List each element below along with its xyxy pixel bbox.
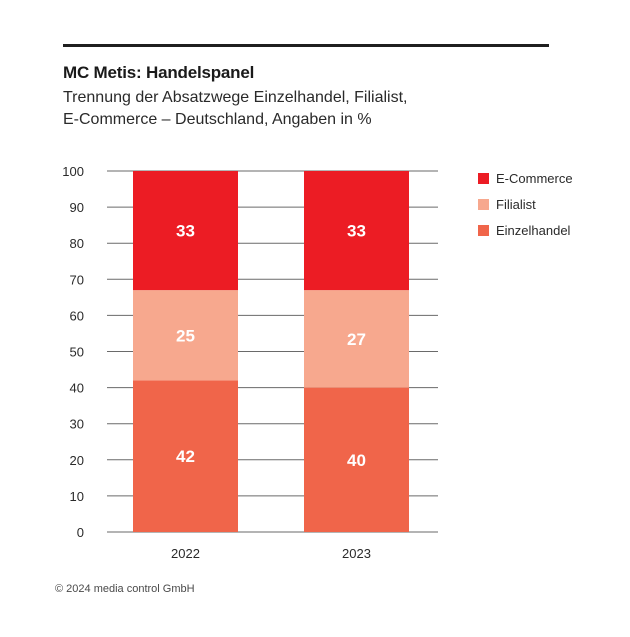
y-tick-label: 40 [70, 381, 84, 396]
y-tick-label: 90 [70, 200, 84, 215]
legend-label: Filialist [496, 197, 536, 212]
y-tick-label: 60 [70, 308, 84, 323]
legend-item: Einzelhandel [478, 222, 573, 239]
legend-swatch [478, 173, 489, 184]
legend: E-Commerce Filialist Einzelhandel [478, 170, 573, 248]
y-tick-label: 10 [70, 489, 84, 504]
top-rule [63, 44, 549, 47]
x-tick-label: 2022 [171, 546, 200, 561]
legend-label: Einzelhandel [496, 223, 571, 238]
data-label: 25 [176, 326, 195, 345]
y-tick-label: 30 [70, 417, 84, 432]
bar-segment-e-commerce-2022 [133, 171, 238, 291]
data-label: 40 [347, 451, 366, 470]
legend-item: E-Commerce [478, 170, 573, 187]
copyright-footer: © 2024 media control GmbH [55, 583, 195, 595]
y-tick-label: 50 [70, 345, 84, 360]
chart-subtitle: Trennung der Absatzwege Einzelhandel, Fi… [63, 87, 563, 131]
legend-label: E-Commerce [496, 171, 573, 186]
legend-swatch [478, 225, 489, 236]
legend-item: Filialist [478, 196, 573, 213]
y-tick-label: 100 [62, 164, 84, 179]
legend-swatch [478, 199, 489, 210]
bar-segment-einzelhandel-2023 [304, 387, 409, 532]
bar-segment-filialist-2022 [133, 290, 238, 381]
bar-segment-filialist-2023 [304, 290, 409, 388]
data-label: 42 [176, 447, 195, 466]
chart-title: MC Metis: Handelspanel [63, 63, 255, 82]
y-tick-label: 20 [70, 453, 84, 468]
x-tick-label: 2023 [342, 546, 371, 561]
bar-segment-e-commerce-2023 [304, 171, 409, 291]
subtitle-line-1: Trennung der Absatzwege Einzelhandel, Fi… [63, 89, 408, 106]
y-tick-label: 80 [70, 236, 84, 251]
data-label: 27 [347, 330, 366, 349]
data-label: 33 [176, 222, 195, 241]
y-tick-label: 70 [70, 272, 84, 287]
y-tick-label: 0 [77, 525, 84, 540]
subtitle-line-2: E-Commerce – Deutschland, Angaben in % [63, 111, 372, 128]
data-label: 33 [347, 222, 366, 241]
bar-segment-einzelhandel-2022 [133, 380, 238, 532]
